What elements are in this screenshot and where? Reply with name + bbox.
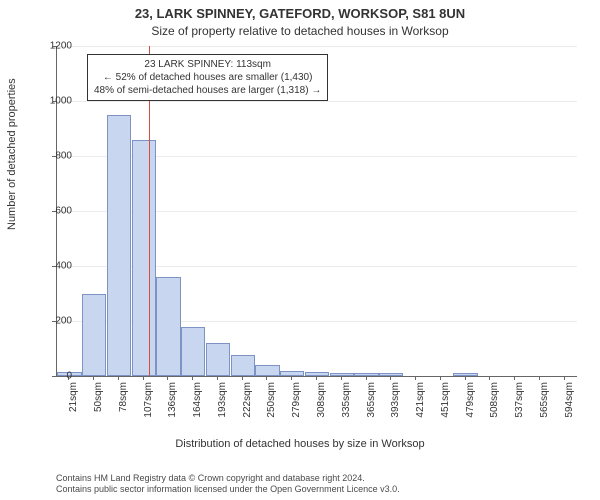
grid-line (57, 46, 577, 47)
x-tick-label: 365sqm (366, 382, 377, 432)
annotation-line2: ← 52% of detached houses are smaller (1,… (94, 71, 321, 84)
x-tick-label: 78sqm (118, 382, 129, 432)
histogram-bar (107, 115, 131, 376)
x-tick-mark (465, 376, 466, 380)
x-axis-label: Distribution of detached houses by size … (0, 438, 600, 450)
annotation-line3: 48% of semi-detached houses are larger (… (94, 84, 321, 97)
x-tick-label: 565sqm (539, 382, 550, 432)
histogram-bar (132, 140, 156, 377)
y-tick-mark (52, 321, 56, 322)
x-tick-mark (242, 376, 243, 380)
x-tick-mark (489, 376, 490, 380)
histogram-bar (206, 343, 230, 376)
x-tick-mark (341, 376, 342, 380)
chart-title-main: 23, LARK SPINNEY, GATEFORD, WORKSOP, S81… (0, 6, 600, 21)
x-tick-mark (118, 376, 119, 380)
x-tick-label: 451sqm (440, 382, 451, 432)
x-tick-mark (564, 376, 565, 380)
x-tick-label: 164sqm (192, 382, 203, 432)
x-tick-label: 421sqm (415, 382, 426, 432)
x-tick-mark (514, 376, 515, 380)
x-tick-mark (440, 376, 441, 380)
x-tick-label: 508sqm (489, 382, 500, 432)
histogram-bar (231, 355, 255, 376)
x-tick-label: 250sqm (266, 382, 277, 432)
x-tick-label: 279sqm (291, 382, 302, 432)
histogram-bar (156, 277, 180, 376)
x-tick-mark (366, 376, 367, 380)
x-tick-mark (415, 376, 416, 380)
footer-line2: Contains public sector information licen… (56, 484, 400, 496)
x-tick-mark (217, 376, 218, 380)
y-tick-mark (52, 101, 56, 102)
x-tick-label: 393sqm (390, 382, 401, 432)
y-tick-mark (52, 211, 56, 212)
x-tick-label: 193sqm (217, 382, 228, 432)
histogram-bar (82, 294, 106, 377)
x-tick-mark (316, 376, 317, 380)
x-tick-mark (266, 376, 267, 380)
x-tick-mark (291, 376, 292, 380)
x-ticks-container: 21sqm 50sqm 78sqm 107sqm 136sqm 164sqm 193sqm 2… (56, 376, 576, 436)
x-tick-label: 594sqm (564, 382, 575, 432)
x-tick-mark (93, 376, 94, 380)
x-tick-label: 308sqm (316, 382, 327, 432)
histogram-bar (181, 327, 205, 377)
annotation-line1: 23 LARK SPINNEY: 113sqm (94, 58, 321, 71)
x-tick-mark (143, 376, 144, 380)
y-tick-mark (52, 46, 56, 47)
histogram-bar (255, 365, 279, 376)
annotation-box: 23 LARK SPINNEY: 113sqm ← 52% of detache… (87, 54, 328, 101)
x-tick-mark (539, 376, 540, 380)
footer-line1: Contains HM Land Registry data © Crown c… (56, 473, 400, 485)
x-tick-label: 222sqm (242, 382, 253, 432)
x-tick-label: 50sqm (93, 382, 104, 432)
x-tick-mark (167, 376, 168, 380)
x-tick-label: 21sqm (68, 382, 79, 432)
x-tick-label: 335sqm (341, 382, 352, 432)
chart-container: 23, LARK SPINNEY, GATEFORD, WORKSOP, S81… (0, 0, 600, 500)
x-tick-label: 107sqm (143, 382, 154, 432)
chart-title-sub: Size of property relative to detached ho… (0, 24, 600, 38)
y-axis-label: Number of detached properties (6, 78, 18, 230)
x-tick-label: 136sqm (167, 382, 178, 432)
plot-area: 23 LARK SPINNEY: 113sqm ← 52% of detache… (56, 46, 577, 377)
x-tick-label: 537sqm (514, 382, 525, 432)
y-tick-mark (52, 156, 56, 157)
footer-attribution: Contains HM Land Registry data © Crown c… (56, 473, 400, 496)
x-tick-mark (390, 376, 391, 380)
x-tick-label: 479sqm (465, 382, 476, 432)
grid-line (57, 101, 577, 102)
y-tick-mark (52, 376, 56, 377)
x-tick-mark (192, 376, 193, 380)
y-tick-mark (52, 266, 56, 267)
